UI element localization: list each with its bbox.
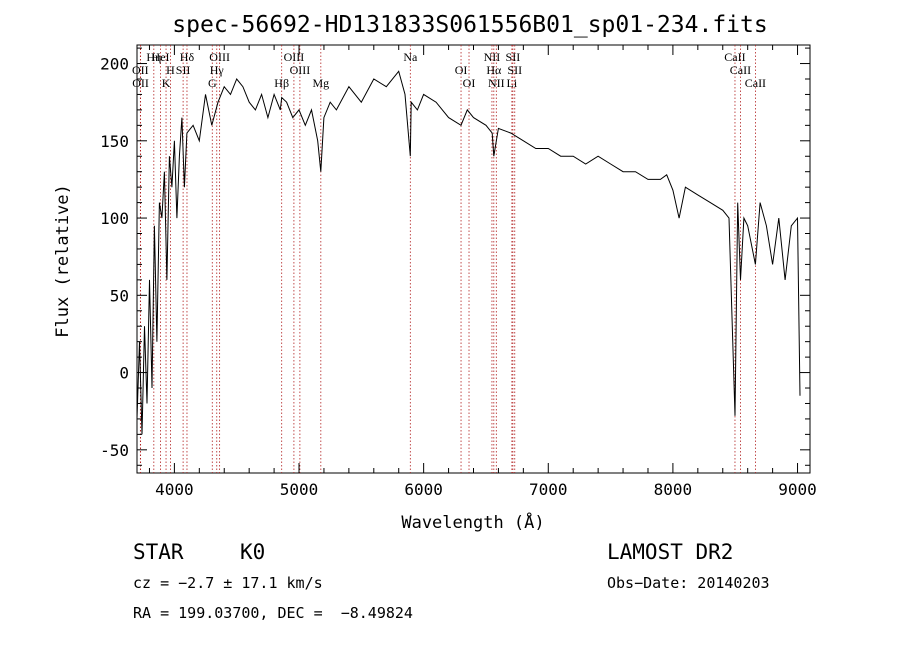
axis-ticks [137, 45, 810, 473]
spectral-line-label: NII [488, 76, 505, 90]
observation-date: Obs−Date: 20140203 [607, 574, 770, 592]
object-subclass: K0 [240, 540, 266, 564]
x-axis-label: Wavelength (Å) [401, 511, 544, 533]
spectral-line-markers [139, 45, 756, 473]
spectrum-chart: spec-56692-HD131833S061556B01_sp01-234.f… [53, 12, 817, 533]
spectral-line-label: SII [506, 50, 521, 64]
spectral-line-label: Hβ [274, 76, 289, 90]
spectral-line-label: Hδ [180, 50, 195, 64]
spectral-line-label: OIII [284, 50, 305, 64]
x-tick-label: 5000 [280, 480, 319, 499]
spectral-line-label: OI [455, 63, 468, 77]
spectral-line-label: OII [132, 76, 149, 90]
spectral-line-label: G [208, 76, 217, 90]
spectral-line-label: K [162, 76, 171, 90]
spectral-line-label: OI [463, 76, 476, 90]
spectral-line-label: Hη [146, 50, 161, 64]
y-tick-label: 150 [100, 132, 129, 151]
spectral-line-label: NII [484, 50, 501, 64]
y-axis-label: Flux (relative) [53, 184, 73, 338]
x-tick-label: 9000 [778, 480, 817, 499]
axis-tick-labels: 4000 5000 6000 7000 8000 9000 -50 0 50 100 150 200 [100, 55, 817, 499]
y-tick-label: 200 [100, 55, 129, 74]
spectral-line-labels: HηHKHδOIIOIIHeISIIGOIIIHγHβOIIIOIIIMgNaO… [132, 50, 766, 90]
spectrum-series-line [136, 70, 801, 435]
spectral-line-label: CaII [745, 76, 766, 90]
y-tick-label: 0 [119, 364, 129, 383]
spectral-line-label: OII [132, 63, 149, 77]
spectral-line-label: CaII [730, 63, 751, 77]
chart-title: spec-56692-HD131833S061556B01_sp01-234.f… [172, 12, 767, 38]
y-tick-label: -50 [100, 441, 129, 460]
survey-name: LAMOST DR2 [607, 540, 734, 564]
y-tick-label: 50 [110, 286, 129, 305]
spectral-line-label: CaII [724, 50, 745, 64]
spectral-line-label: Hγ [210, 63, 225, 77]
spectral-line-label: Hα [486, 63, 502, 77]
spectral-line-label: Li [507, 76, 518, 90]
plot-frame [136, 44, 811, 474]
spectral-line-label: OIII [209, 50, 230, 64]
spectral-line-label: SII [507, 63, 522, 77]
spectral-line-label: Mg [312, 76, 329, 90]
x-tick-label: 4000 [155, 480, 194, 499]
spectral-line-label: HeI [152, 50, 170, 64]
spectral-line-label: H [166, 63, 175, 77]
sky-coordinates: RA = 199.03700, DEC = −8.49824 [133, 604, 413, 622]
x-tick-label: 8000 [654, 480, 693, 499]
redshift-velocity: cz = −2.7 ± 17.1 km/s [133, 574, 323, 592]
spectral-line-label: Na [403, 50, 418, 64]
spectral-line-label: OIII [290, 63, 311, 77]
spectral-line-label: SII [176, 63, 191, 77]
object-class: STAR [133, 540, 184, 564]
x-tick-label: 7000 [529, 480, 568, 499]
y-tick-label: 100 [100, 209, 129, 228]
x-tick-label: 6000 [404, 480, 443, 499]
